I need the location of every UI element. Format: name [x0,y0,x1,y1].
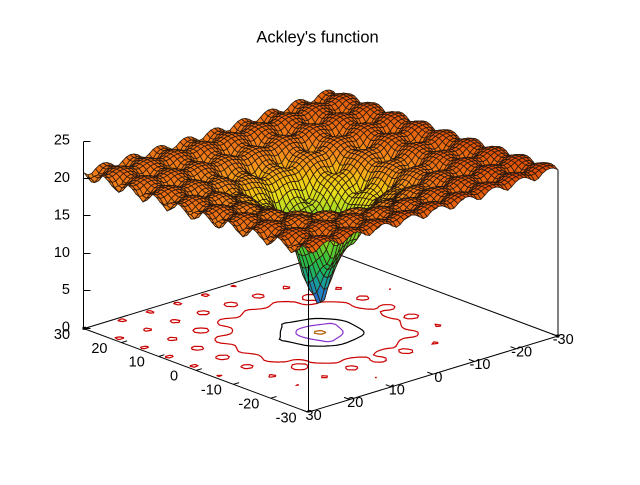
svg-text:-20: -20 [238,396,259,412]
svg-text:-20: -20 [511,345,532,361]
svg-text:-10: -10 [470,357,491,373]
svg-text:10: 10 [129,355,145,371]
svg-text:30: 30 [306,408,322,424]
svg-text:0: 0 [170,369,178,385]
svg-text:Ackley's function: Ackley's function [256,29,378,47]
svg-text:15: 15 [54,207,70,223]
svg-text:25: 25 [54,133,70,149]
svg-text:-10: -10 [201,383,222,399]
svg-text:10: 10 [54,245,70,261]
svg-text:20: 20 [91,341,107,357]
svg-text:20: 20 [347,395,363,411]
svg-text:0: 0 [434,370,442,386]
svg-text:20: 20 [54,170,70,186]
svg-text:-30: -30 [553,332,574,348]
svg-text:30: 30 [54,327,70,343]
svg-text:10: 10 [389,383,405,399]
svg-text:-30: -30 [276,410,297,426]
svg-text:5: 5 [62,282,70,298]
